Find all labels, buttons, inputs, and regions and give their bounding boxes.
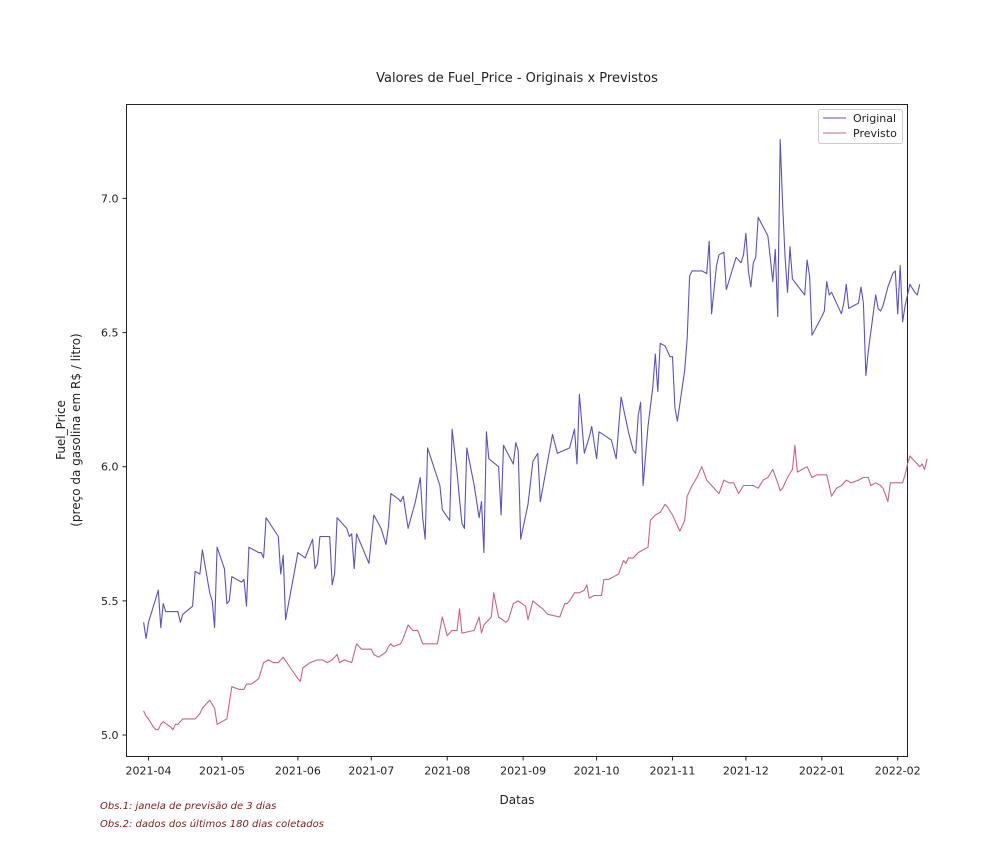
y-tick-label: 5.5 xyxy=(101,595,119,608)
x-tick-label: 2021-05 xyxy=(199,765,245,778)
plot-area xyxy=(126,104,928,757)
chart-title: Valores de Fuel_Price - Originais x Prev… xyxy=(376,71,658,86)
x-tick-label: 2021-08 xyxy=(424,765,470,778)
x-tick-label: 2021-12 xyxy=(723,765,769,778)
x-tick-label: 2021-04 xyxy=(126,765,172,778)
y-tick-label: 6.0 xyxy=(101,461,119,474)
x-tick-label: 2021-07 xyxy=(348,765,394,778)
footnote-2: Obs.2: dados dos últimos 180 dias coleta… xyxy=(100,819,324,830)
x-tick-label: 2021-11 xyxy=(649,765,695,778)
legend-label-original: Original xyxy=(853,112,896,125)
y-tick-label: 6.5 xyxy=(101,327,119,340)
y-axis-label-line1: Fuel_Price xyxy=(54,400,68,460)
y-axis: 5.0 5.5 6.0 6.5 7.0 xyxy=(101,192,127,742)
series-layer xyxy=(143,138,928,731)
y-axis-label: Fuel_Price (preço da gasolina em R$ / li… xyxy=(54,333,83,527)
footnote-1: Obs.1: janela de previsão de 3 dias xyxy=(100,801,277,812)
x-tick-label: 2022-01 xyxy=(799,765,845,778)
legend: Original Previsto xyxy=(818,109,903,144)
y-axis-label-line2: (preço da gasolina em R$ / litro) xyxy=(69,333,83,527)
y-tick-label: 7.0 xyxy=(101,192,119,205)
x-axis: 2021-04 2021-05 2021-06 2021-07 2021-08 2021-… xyxy=(126,756,921,778)
x-tick-label: 2022-02 xyxy=(875,765,921,778)
y-tick-label: 5.0 xyxy=(101,729,119,742)
plot-frame xyxy=(126,104,908,757)
x-tick-label: 2021-09 xyxy=(500,765,546,778)
x-tick-label: 2021-10 xyxy=(574,765,620,778)
series-line-previsto xyxy=(143,444,928,731)
series-line-original xyxy=(143,138,921,639)
legend-label-previsto: Previsto xyxy=(853,127,897,140)
x-axis-label: Datas xyxy=(500,793,535,807)
x-tick-label: 2021-06 xyxy=(275,765,321,778)
